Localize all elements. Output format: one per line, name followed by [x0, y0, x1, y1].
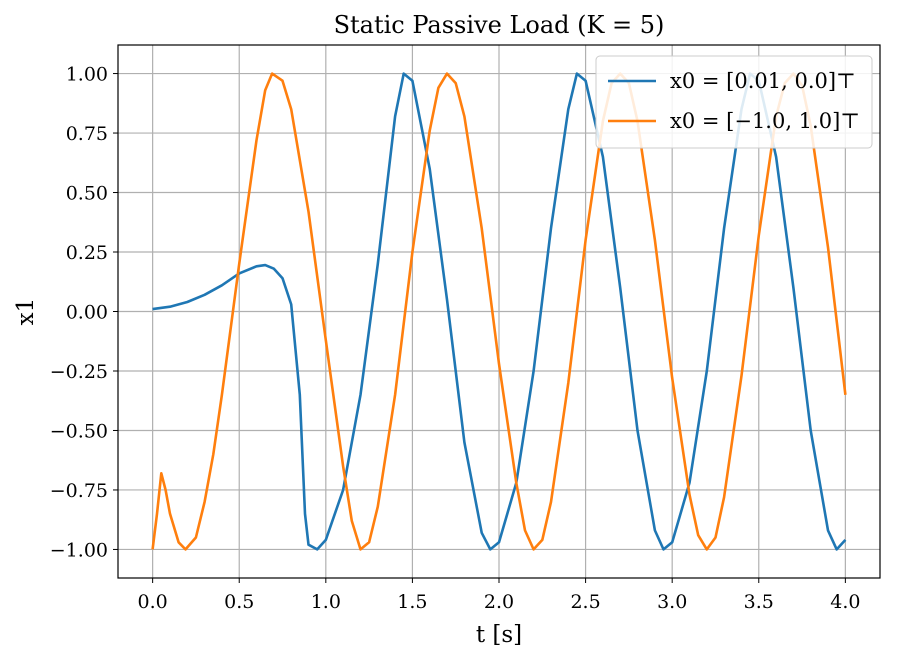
series-lines: [151, 72, 847, 551]
legend-label-1: x0 = [0.01, 0.0]⊤: [670, 69, 856, 93]
y-axis-label: x1: [13, 298, 39, 326]
x-tick-label: 2.0: [484, 591, 514, 613]
x-tick-label: 3.5: [744, 591, 774, 613]
x-axis-ticks: 0.0 0.5 1.0 1.5 2.0 2.5 3.0 3.5 4.0: [138, 578, 860, 613]
x-tick-label: 1.0: [311, 591, 341, 613]
y-tick-label: 0.25: [66, 242, 108, 264]
x-tick-label: 3.0: [657, 591, 687, 613]
y-tick-label: 1.00: [66, 64, 108, 86]
x-tick-label: 4.0: [830, 591, 860, 613]
y-axis-ticks: 1.00 0.75 0.50 0.25 0.00 −0.25 −0.50 −0.75 −1.00: [50, 64, 118, 561]
legend-box: [595, 55, 873, 149]
series-line-1: [152, 72, 847, 551]
x-tick-label: 0.5: [224, 591, 254, 613]
y-tick-label: −1.00: [50, 539, 108, 561]
legend-label-2: x0 = [−1.0, 1.0]⊤: [670, 109, 860, 133]
chart-title: Static Passive Load (K = 5): [334, 11, 665, 39]
x-axis-label: t [s]: [476, 622, 522, 648]
y-tick-label: −0.75: [50, 480, 108, 502]
y-tick-label: 0.75: [66, 123, 108, 145]
x-tick-label: 0.0: [138, 591, 168, 613]
y-tick-label: −0.50: [50, 420, 108, 442]
x-tick-label: 2.5: [570, 591, 600, 613]
y-tick-label: −0.25: [50, 361, 108, 383]
y-tick-label: 0.00: [66, 302, 108, 324]
legend: x0 = [0.01, 0.0]⊤ x0 = [−1.0, 1.0]⊤: [595, 55, 873, 149]
series-line-2: [151, 72, 847, 551]
x-tick-label: 1.5: [397, 591, 427, 613]
grid-lines: [118, 45, 880, 578]
y-tick-label: 0.50: [66, 183, 108, 205]
